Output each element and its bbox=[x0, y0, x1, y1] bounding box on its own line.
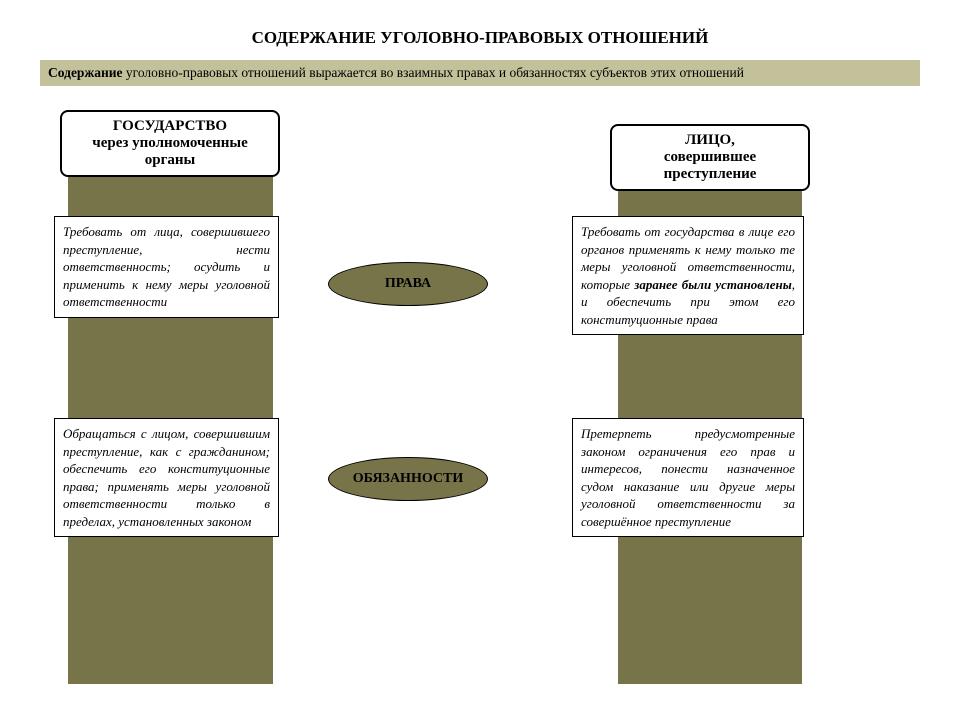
box-left-duties: Обращаться с лицом, совершившим преступл… bbox=[54, 418, 279, 537]
box-left-rights: Требовать от лица, совершившего преступл… bbox=[54, 216, 279, 318]
ellipse-rights: ПРАВА bbox=[328, 262, 488, 306]
intro-rest: уголовно-правовых отношений выражается в… bbox=[123, 65, 744, 80]
header-left-line2: через уполномоченные органы bbox=[66, 135, 274, 169]
ellipse-duties: ОБЯЗАННОСТИ bbox=[328, 457, 488, 501]
header-left-line1: ГОСУДАРСТВО bbox=[66, 118, 274, 135]
header-right-line2: совершившее преступление bbox=[616, 149, 804, 183]
box-right-duties: Претерпеть предусмотренные законом огран… bbox=[572, 418, 804, 537]
intro-bold: Содержание bbox=[48, 65, 123, 80]
box-right-rights: Требовать от государства в лице его орга… bbox=[572, 216, 804, 335]
header-right: ЛИЦО, совершившее преступление bbox=[610, 124, 810, 191]
header-right-line1: ЛИЦО, bbox=[616, 132, 804, 149]
header-left: ГОСУДАРСТВО через уполномоченные органы bbox=[60, 110, 280, 177]
box-r1-bold: заранее были установлены bbox=[634, 277, 792, 292]
intro-bar: Содержание уголовно-правовых отношений в… bbox=[40, 60, 920, 86]
page-title: СОДЕРЖАНИЕ УГОЛОВНО-ПРАВОВЫХ ОТНОШЕНИЙ bbox=[0, 28, 960, 48]
